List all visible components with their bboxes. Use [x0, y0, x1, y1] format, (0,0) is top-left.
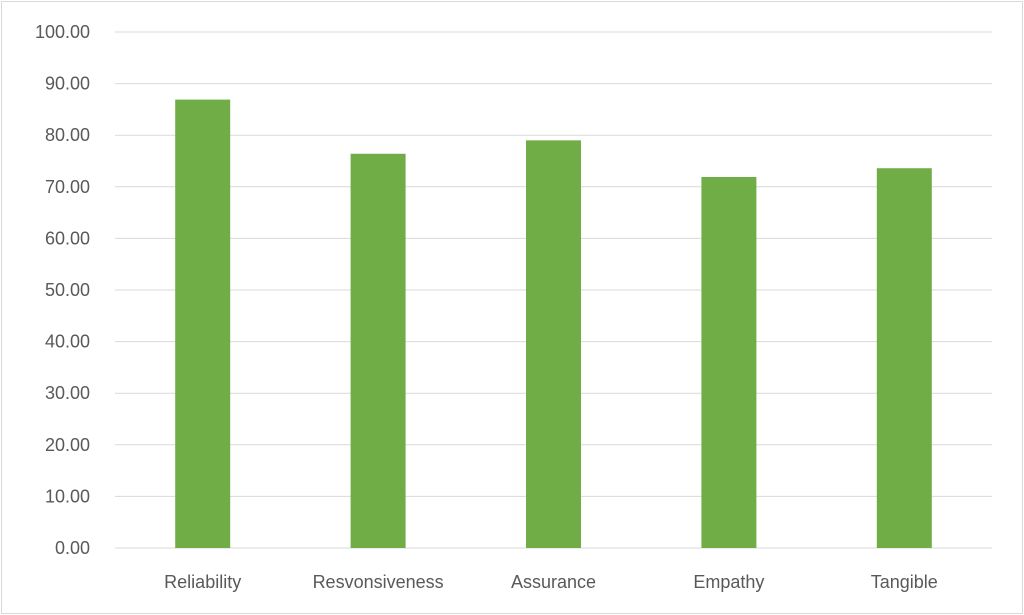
- bar-resvonsiveness: [350, 153, 406, 548]
- bar-tangible: [876, 168, 932, 548]
- y-tick-label: 10.00: [45, 486, 90, 506]
- y-tick-label: 70.00: [45, 177, 90, 197]
- y-tick-label: 100.00: [35, 22, 90, 42]
- y-tick-label: 0.00: [55, 538, 90, 558]
- y-tick-label: 40.00: [45, 332, 90, 352]
- bar-reliability: [175, 99, 231, 548]
- x-axis-tick-labels: Reliability Resvonsiveness Assurance Empath…: [164, 572, 938, 592]
- bar-empathy: [701, 176, 757, 548]
- y-tick-label: 80.00: [45, 125, 90, 145]
- x-tick-label: Resvonsiveness: [313, 572, 444, 592]
- x-tick-label: Reliability: [164, 572, 241, 592]
- y-tick-label: 30.00: [45, 383, 90, 403]
- y-tick-label: 90.00: [45, 74, 90, 94]
- x-tick-label: Empathy: [693, 572, 764, 592]
- x-tick-label: Tangible: [871, 572, 938, 592]
- bars: [175, 99, 932, 549]
- bar-assurance: [526, 140, 581, 549]
- y-tick-label: 20.00: [45, 435, 90, 455]
- y-tick-label: 50.00: [45, 280, 90, 300]
- y-axis-tick-labels: 0.00 10.00 20.00 30.00 40.00 50.00 60.00 70.00 8…: [35, 22, 90, 558]
- y-tick-label: 60.00: [45, 228, 90, 248]
- gridlines: [115, 31, 992, 549]
- x-tick-label: Assurance: [511, 572, 596, 592]
